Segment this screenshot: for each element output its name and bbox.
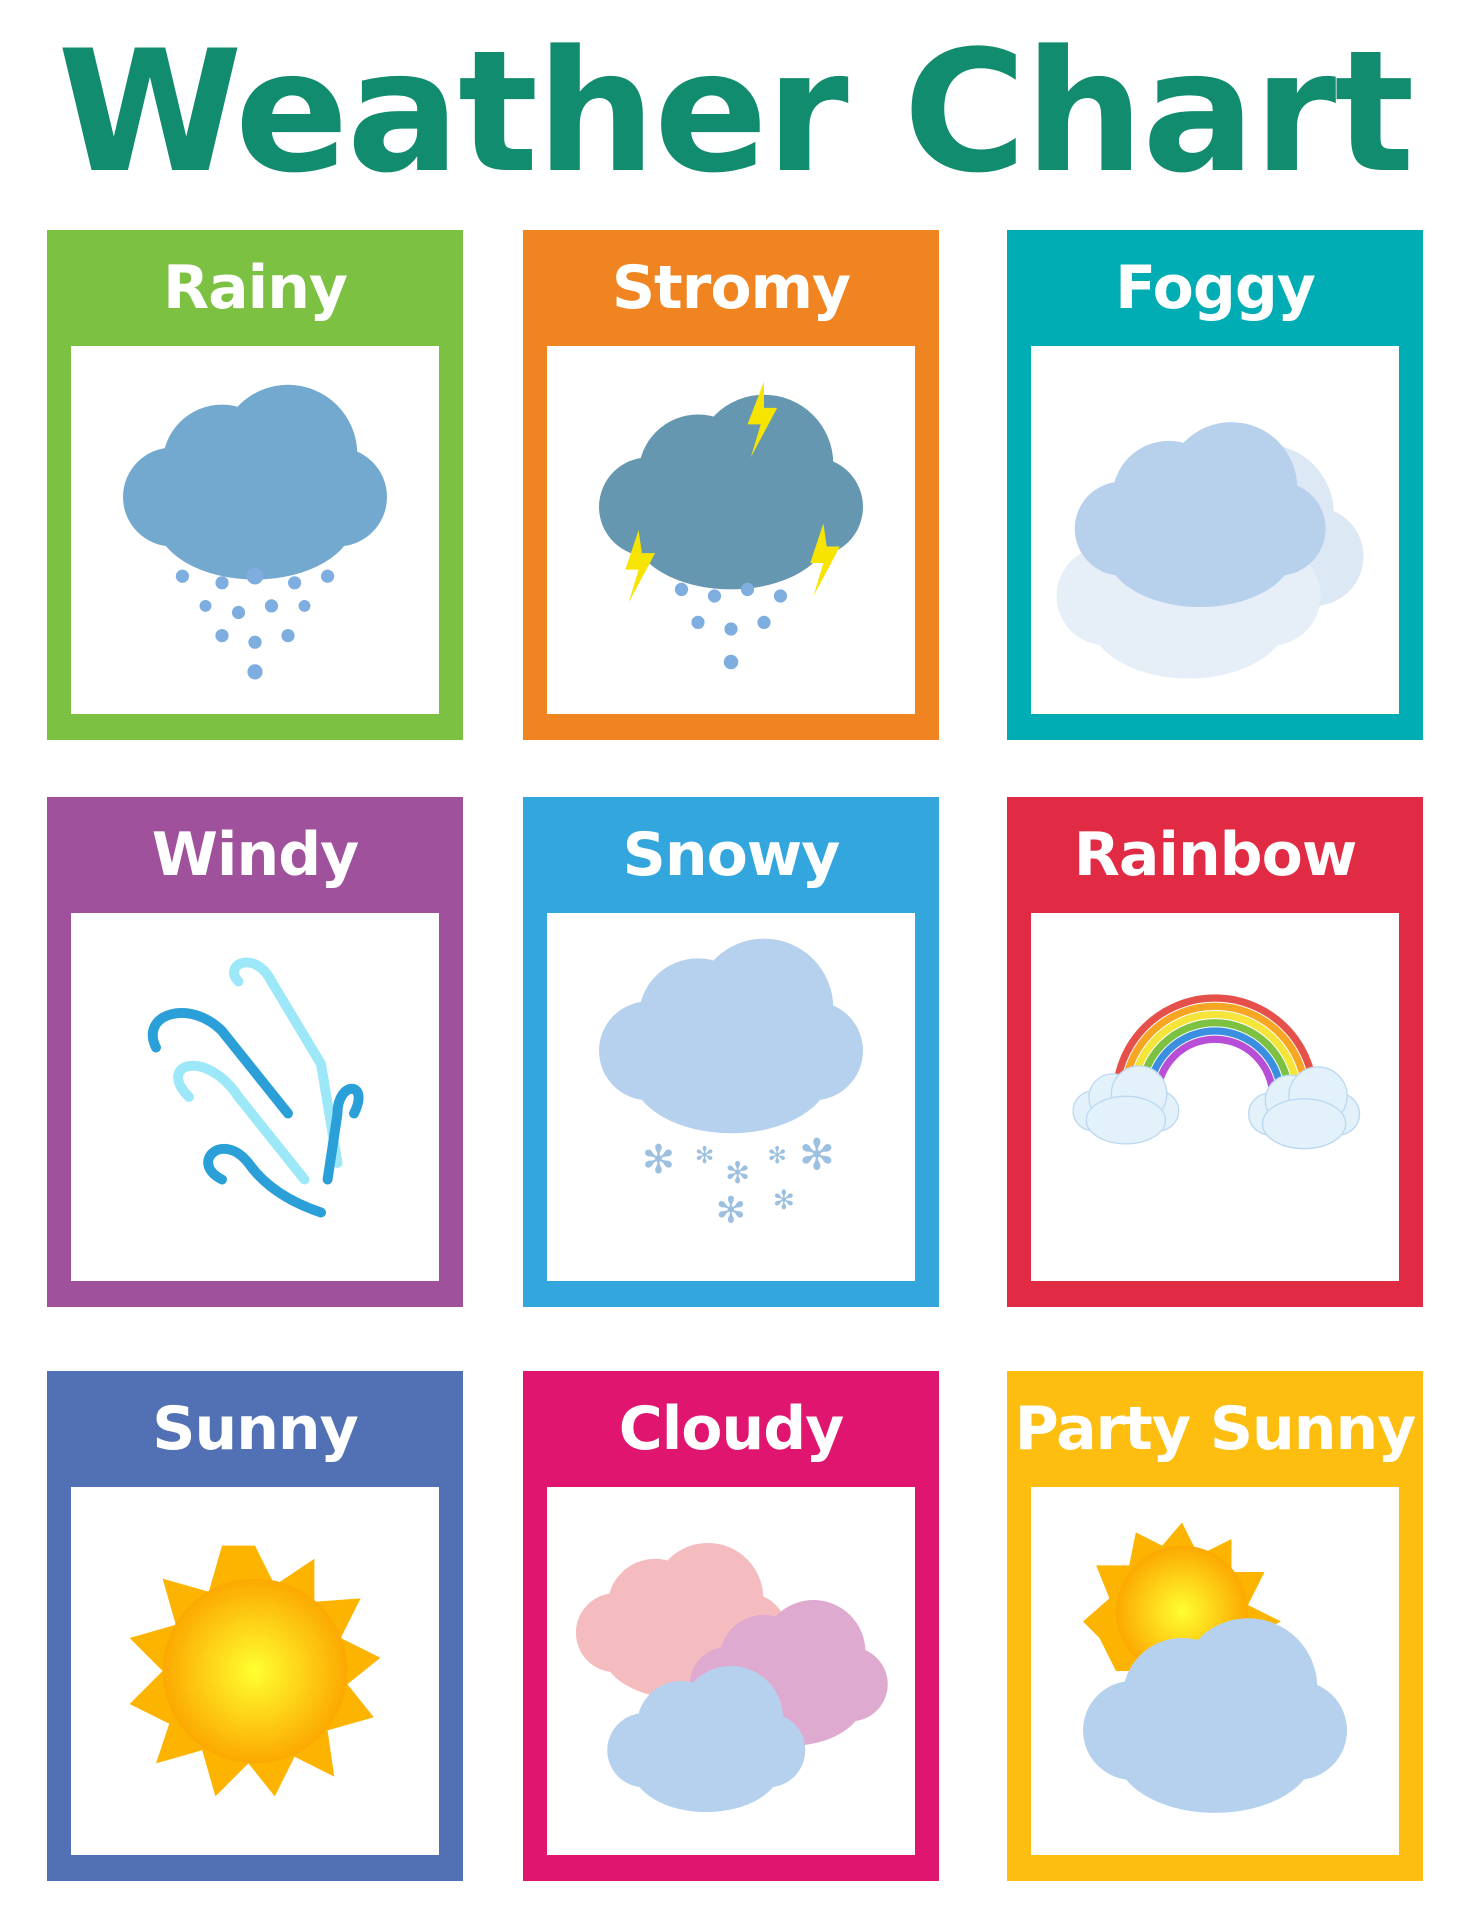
card-label: Stromy xyxy=(611,253,851,323)
rain-cloud-icon xyxy=(123,384,387,680)
card-label: Foggy xyxy=(1115,253,1316,323)
card-label: Rainbow xyxy=(1073,820,1358,890)
card-rainbow: Rainbow xyxy=(1007,797,1423,1307)
card-stormy: Stromy xyxy=(523,230,939,740)
card-sunny: Sunny xyxy=(47,1371,463,1881)
card-label: Snowy xyxy=(622,820,841,890)
fog-icon xyxy=(1056,422,1364,679)
card-partly-sunny: Party Sunny xyxy=(1007,1371,1423,1881)
card-rainy: Rainy xyxy=(47,230,463,740)
wind-icon xyxy=(147,957,364,1218)
svg-text:✻: ✻ xyxy=(642,1137,675,1183)
page-title: Weather Chart xyxy=(57,14,1414,210)
card-label: Cloudy xyxy=(618,1394,845,1464)
card-foggy: Foggy xyxy=(1007,230,1423,740)
clouds-icon xyxy=(575,1542,888,1813)
card-label: Party Sunny xyxy=(1014,1394,1417,1464)
sun-icon xyxy=(129,1545,381,1797)
svg-text:✻: ✻ xyxy=(716,1188,746,1231)
svg-text:✻: ✻ xyxy=(695,1143,714,1169)
snow-cloud-icon: ✻ ✻ ✻ ✻ ✻✻ ✻ xyxy=(599,938,863,1231)
storm-cloud-icon xyxy=(599,381,863,670)
svg-text:✻: ✻ xyxy=(799,1131,835,1181)
svg-text:✻: ✻ xyxy=(725,1156,750,1191)
rainbow-icon xyxy=(1072,994,1361,1150)
svg-text:✻: ✻ xyxy=(773,1185,795,1216)
card-label: Rainy xyxy=(162,253,348,323)
card-windy: Windy xyxy=(47,797,463,1307)
svg-text:✻: ✻ xyxy=(768,1143,787,1169)
card-label: Windy xyxy=(151,820,360,890)
card-cloudy: Cloudy xyxy=(523,1371,939,1881)
partly-sunny-icon xyxy=(1083,1522,1347,1813)
card-snowy: Snowy ✻ ✻ ✻ ✻ ✻ ✻ ✻ xyxy=(523,797,939,1307)
card-label: Sunny xyxy=(152,1394,358,1464)
